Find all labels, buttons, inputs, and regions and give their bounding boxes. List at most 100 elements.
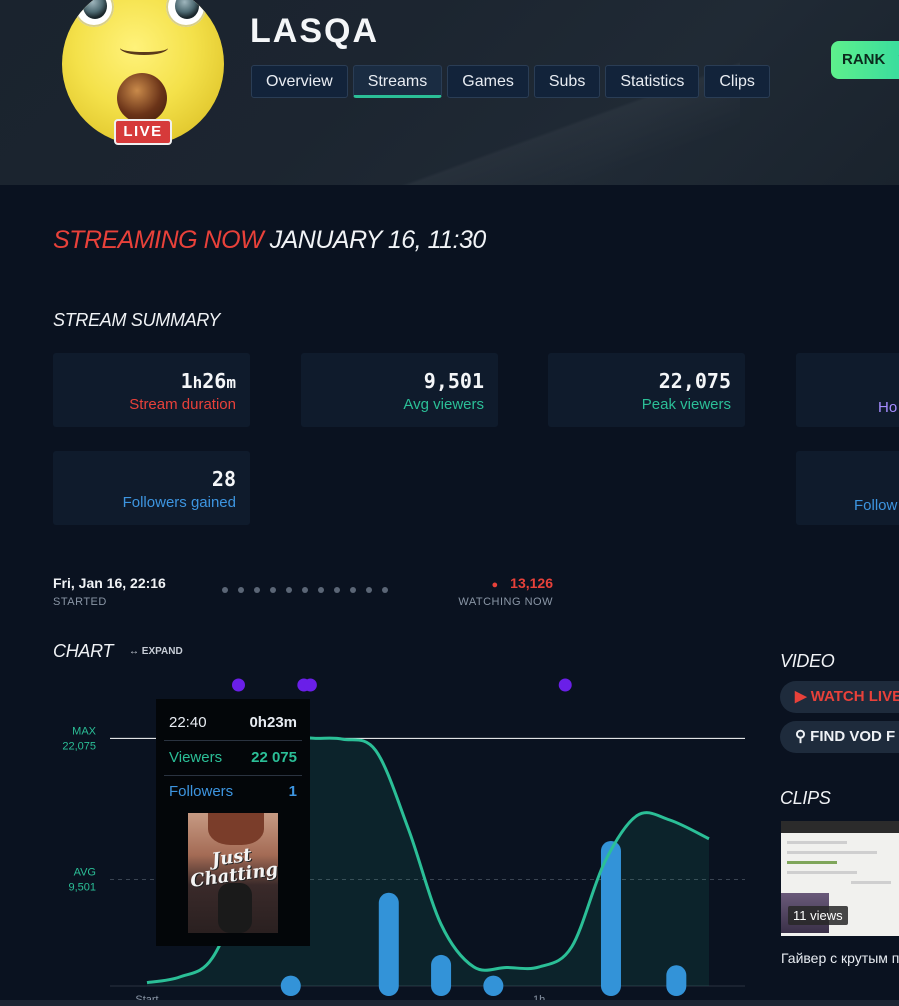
- tab-subs[interactable]: Subs: [533, 65, 601, 98]
- event-marker: [303, 678, 317, 692]
- play-icon: ▶: [795, 688, 807, 705]
- duration-minutes-unit: m: [226, 373, 236, 392]
- tooltip-followers-row: Followers 1: [169, 783, 297, 800]
- timeline-dot: [302, 587, 308, 593]
- timeline-dot: [270, 587, 276, 593]
- tooltip-elapsed: 0h23m: [249, 714, 297, 731]
- tooltip-followers-value: 1: [288, 783, 297, 800]
- stat-card-followers: 28 Followers gained: [53, 451, 250, 525]
- chart-reference-value: 22,075: [62, 740, 96, 752]
- stat-value: 9,501: [423, 369, 484, 393]
- timeline-dot: [382, 587, 388, 593]
- timeline-dot: [350, 587, 356, 593]
- channel-tabs: Overview Streams Games Subs Statistics C…: [251, 65, 770, 98]
- timeline-dot: [286, 587, 292, 593]
- avatar-mouth: [120, 41, 168, 55]
- tooltip-divider: [164, 740, 302, 741]
- stat-card-peak-viewers: 22,075 Peak viewers: [548, 353, 745, 427]
- chart-reference-name: AVG: [74, 866, 96, 878]
- event-marker: [558, 678, 572, 692]
- timeline-dot: [334, 587, 340, 593]
- tab-streams[interactable]: Streams: [352, 65, 443, 98]
- stream-date: JANUARY 16, 11:30: [269, 226, 487, 254]
- channel-header: LIVE LASQA Overview Streams Games Subs S…: [0, 0, 899, 185]
- follower-bar: [600, 841, 621, 996]
- stat-label: Follow: [854, 497, 898, 514]
- chart-title: CHART: [53, 641, 114, 661]
- stream-started: Fri, Jan 16, 22:16 STARTED: [53, 575, 166, 608]
- clip-thumbnail-line: [787, 841, 847, 844]
- event-marker: [231, 678, 245, 692]
- timeline-dot: [254, 587, 260, 593]
- stat-card-duration: 1h26m Stream duration: [53, 353, 250, 427]
- tooltip-time-row: 22:40 0h23m: [169, 714, 297, 731]
- clip-thumbnail-line: [851, 881, 891, 884]
- crown-icon: ♛: [898, 51, 899, 68]
- timeline-dots: [222, 587, 388, 593]
- tab-statistics[interactable]: Statistics: [605, 65, 700, 98]
- tooltip-viewers-label: Viewers: [169, 749, 223, 766]
- stat-label: Peak viewers: [641, 396, 731, 413]
- watching-label: WATCHING NOW: [458, 596, 553, 608]
- stat-card-partial-followers: Follow: [796, 451, 899, 525]
- chart-reference-value: 9,501: [68, 881, 96, 893]
- stat-value: 28: [211, 467, 236, 491]
- timeline-dot: [238, 587, 244, 593]
- stat-label: Ho: [878, 399, 898, 416]
- channel-avatar[interactable]: [62, 0, 224, 145]
- timeline-dot: [222, 587, 228, 593]
- clip-thumbnail-line: [787, 851, 877, 854]
- follower-bar: [431, 954, 452, 996]
- clip-views: 11 views: [788, 906, 848, 925]
- follower-bar: [666, 965, 687, 996]
- watch-live-button[interactable]: ▶ WATCH LIVE: [780, 681, 899, 713]
- watch-live-label: WATCH LIVE: [810, 688, 899, 705]
- expand-chart-button[interactable]: ↔ EXPAND: [129, 646, 183, 657]
- avatar-chocolate: [117, 73, 167, 123]
- avatar-eye-right: [166, 0, 206, 27]
- timeline-dot: [318, 587, 324, 593]
- tooltip-viewers-value: 22 075: [251, 749, 297, 766]
- timeline-dot: [366, 587, 372, 593]
- avatar-eye-left: [74, 0, 114, 27]
- watching-now: 13,126 WATCHING NOW: [458, 575, 553, 608]
- duration-minutes: 26: [202, 369, 227, 393]
- clip-title[interactable]: Гайвер с крутым п: [781, 950, 899, 966]
- tooltip-followers-label: Followers: [169, 783, 234, 800]
- bottom-strip: [0, 1000, 899, 1006]
- rank-button-label: RANK: [842, 51, 886, 68]
- find-vod-button[interactable]: ⚲ FIND VOD F: [780, 721, 899, 753]
- duration-hours: 1: [180, 369, 193, 393]
- chart-tooltip: 22:40 0h23m Viewers 22 075 Followers 1 J…: [156, 699, 310, 946]
- tooltip-time: 22:40: [169, 714, 207, 731]
- tooltip-viewers-row: Viewers 22 075: [169, 749, 297, 766]
- game-thumbnail-label: Just Chatting: [189, 844, 278, 892]
- tooltip-divider: [164, 775, 302, 776]
- stat-label: Avg viewers: [403, 396, 484, 413]
- rank-button[interactable]: RANK ♛: [831, 41, 899, 79]
- game-thumbnail: Just Chatting: [188, 813, 278, 933]
- clips-section-title: CLIPS: [780, 788, 831, 808]
- follower-bar: [483, 975, 504, 996]
- stat-label: Stream duration: [129, 396, 236, 413]
- stat-card-avg-viewers: 9,501 Avg viewers: [301, 353, 498, 427]
- started-time: Fri, Jan 16, 22:16: [53, 575, 166, 591]
- watching-count: 13,126: [458, 575, 553, 591]
- stream-summary-title: STREAM SUMMARY: [53, 310, 221, 330]
- tab-overview[interactable]: Overview: [251, 65, 348, 98]
- duration-hours-unit: h: [192, 373, 203, 392]
- stat-value: 1h26m: [53, 369, 236, 393]
- clip-thumbnail-line: [787, 861, 837, 864]
- follower-bar: [280, 975, 301, 996]
- search-icon: ⚲: [795, 728, 806, 745]
- video-section-title: VIDEO: [780, 651, 835, 671]
- channel-name: LASQA: [250, 12, 379, 50]
- tab-clips[interactable]: Clips: [704, 65, 770, 98]
- follower-bar: [378, 892, 399, 996]
- clip-thumbnail-browser-bar: [781, 821, 899, 833]
- stat-value: 22,075: [658, 369, 731, 393]
- tab-games[interactable]: Games: [447, 65, 529, 98]
- main-content: [0, 185, 899, 1006]
- clip-thumbnail-line: [787, 871, 857, 874]
